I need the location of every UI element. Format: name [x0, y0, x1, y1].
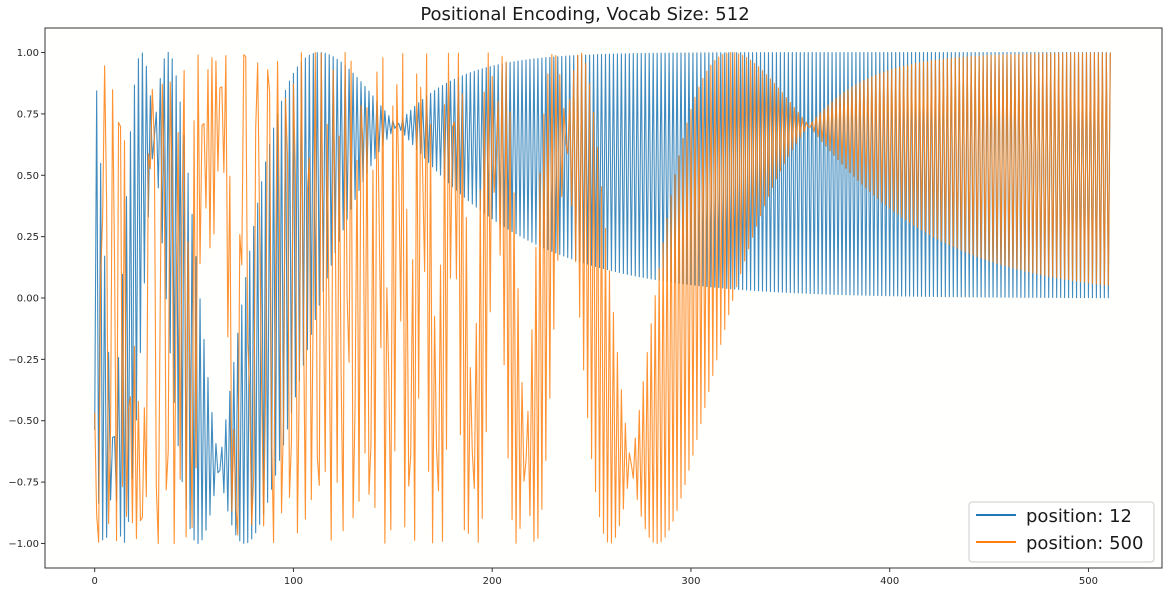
y-tick-label: −0.50	[8, 416, 39, 427]
y-tick-label: 0.25	[17, 232, 39, 243]
legend-label-position-12: position: 12	[1026, 506, 1132, 527]
x-tick-label: 400	[880, 576, 899, 587]
x-axis: 0 100 200 300 400 500	[92, 568, 1098, 587]
y-tick-label: −0.75	[8, 478, 39, 489]
x-tick-label: 200	[483, 576, 502, 587]
x-tick-label: 500	[1079, 576, 1098, 587]
x-tick-label: 300	[681, 576, 700, 587]
series-line-position-12	[94, 51, 1111, 545]
series-layer	[94, 51, 1111, 545]
x-tick-label: 100	[284, 576, 303, 587]
chart-title: Positional Encoding, Vocab Size: 512	[420, 4, 749, 25]
y-tick-label: 0.50	[17, 171, 39, 182]
y-tick-label: 0.75	[17, 109, 39, 120]
x-tick-label: 0	[92, 576, 98, 587]
y-tick-label: −1.00	[8, 539, 39, 550]
legend: position: 12 position: 500	[968, 501, 1155, 563]
legend-box	[968, 501, 1155, 563]
y-tick-label: −0.25	[8, 355, 39, 366]
y-tick-label: 1.00	[17, 48, 39, 59]
series-line-position-500	[94, 51, 1111, 545]
legend-label-position-500: position: 500	[1026, 533, 1143, 554]
y-tick-label: 0.00	[17, 294, 39, 305]
y-axis: −1.00 −0.75 −0.50 −0.25 0.00 0.25 0.50 0.75 1.00	[8, 48, 45, 550]
